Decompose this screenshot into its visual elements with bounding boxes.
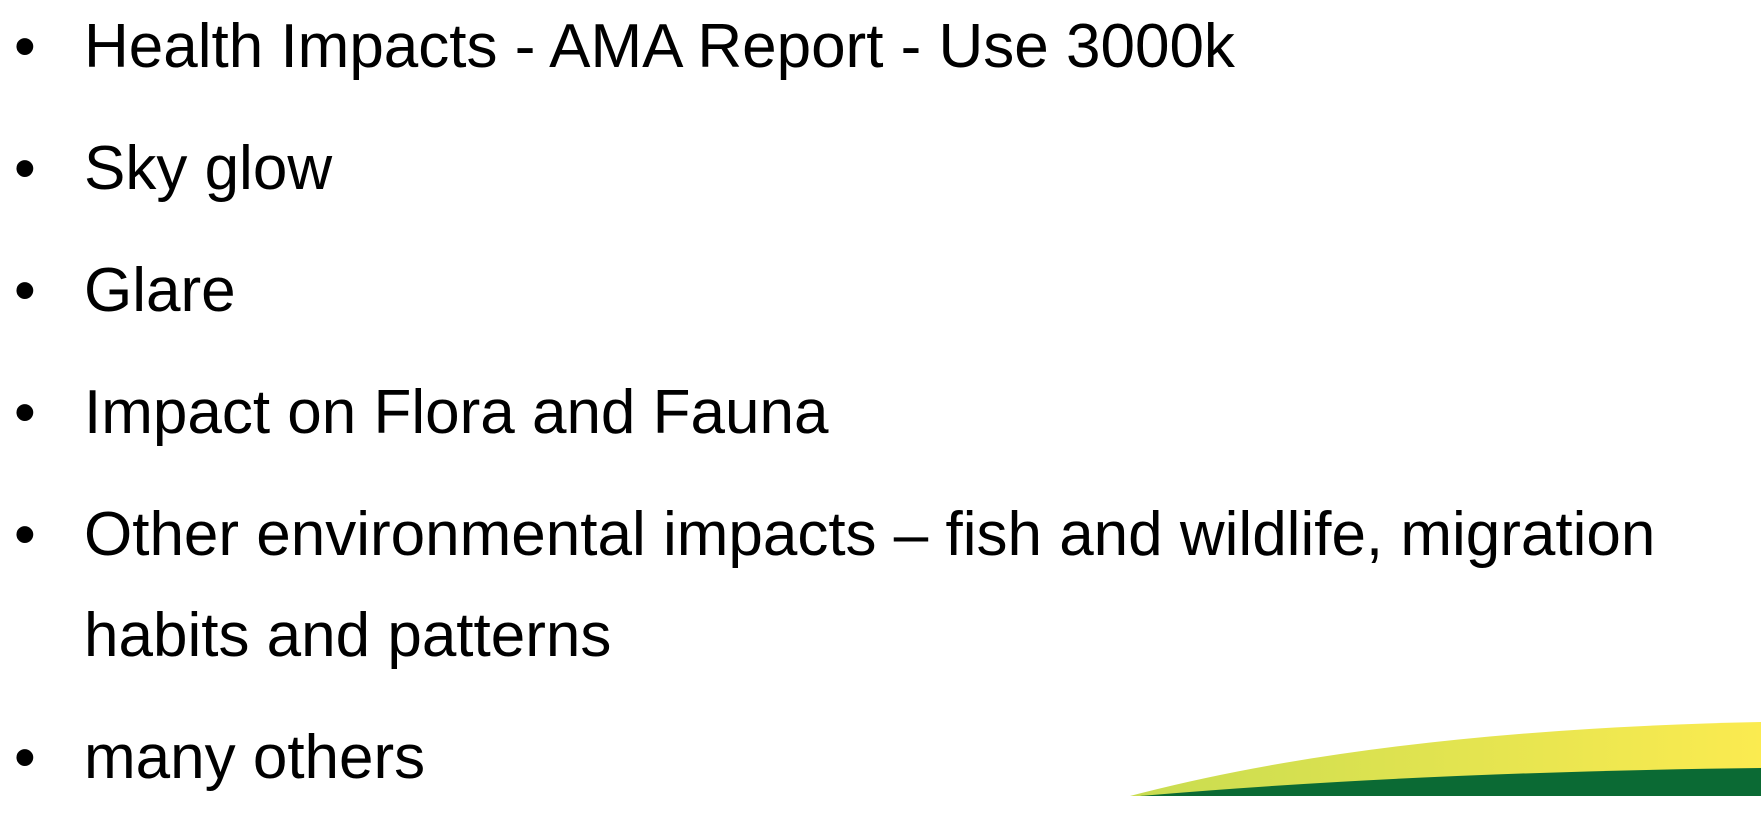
bullet-item: many others	[0, 707, 1761, 808]
bullet-item: Glare	[0, 240, 1761, 341]
slide: Health Impacts - AMA Report - Use 3000k S…	[0, 0, 1761, 796]
bullet-item: Impact on Flora and Fauna	[0, 362, 1761, 463]
bullet-item: Health Impacts - AMA Report - Use 3000k	[0, 0, 1761, 97]
bullet-item: Sky glow	[0, 118, 1761, 219]
bullet-item: Other environmental impacts – fish and w…	[0, 484, 1761, 686]
